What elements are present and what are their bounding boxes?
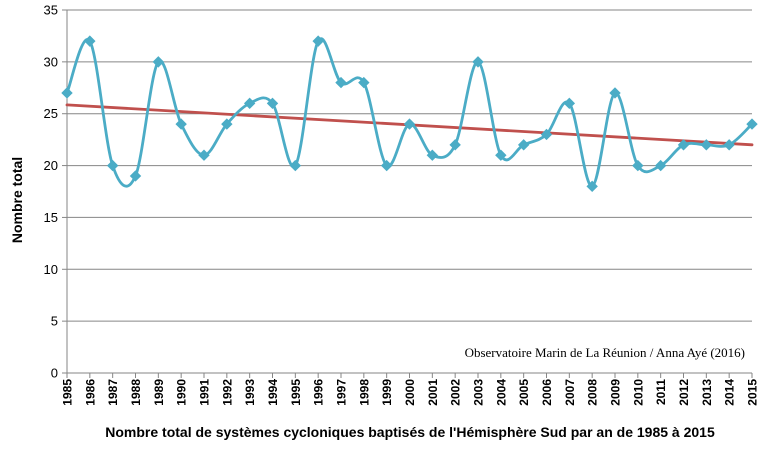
x-tick-label: 2009 xyxy=(609,379,623,406)
markers-group xyxy=(61,35,758,193)
data-point xyxy=(198,149,210,161)
x-tick-label: 2010 xyxy=(631,379,645,406)
data-point xyxy=(472,56,484,68)
data-point xyxy=(609,87,621,99)
x-tick-label: 2012 xyxy=(677,379,691,406)
x-tick-label: 2003 xyxy=(472,379,486,406)
x-tick-label: 2014 xyxy=(723,379,737,406)
data-point xyxy=(335,76,347,89)
y-tick-label: 20 xyxy=(44,158,58,173)
data-point xyxy=(221,118,233,130)
x-tick-label: 2007 xyxy=(563,379,577,406)
x-tick-label: 2008 xyxy=(586,379,600,406)
y-tick-label: 10 xyxy=(44,262,58,277)
x-axis-label: Nombre total de systèmes cycloniques bap… xyxy=(105,424,715,440)
x-tick-label: 2011 xyxy=(654,379,668,405)
x-tick-label: 1994 xyxy=(266,379,280,406)
x-tick-label: 1992 xyxy=(220,379,234,406)
y-axis-label: Nombre total xyxy=(9,157,25,243)
data-point xyxy=(289,159,302,172)
x-tick-label: 1991 xyxy=(198,379,212,406)
data-point xyxy=(517,139,530,151)
x-tick-label: 1990 xyxy=(175,379,189,406)
x-tick-label: 1995 xyxy=(289,379,303,406)
series-line xyxy=(65,37,753,188)
data-point xyxy=(312,35,324,47)
x-tick-label: 1996 xyxy=(312,379,326,406)
gridlines xyxy=(67,9,752,322)
x-tick-label: 1989 xyxy=(152,379,166,406)
data-point xyxy=(403,118,416,130)
x-tick-label: 2004 xyxy=(494,379,508,406)
data-point xyxy=(495,149,507,161)
x-tick-label: 1997 xyxy=(335,379,349,406)
data-point xyxy=(358,76,370,89)
data-point xyxy=(129,170,142,182)
data-point xyxy=(243,97,256,110)
axes xyxy=(62,9,753,378)
data-point xyxy=(723,139,735,151)
data-point xyxy=(266,97,279,110)
y-tick-label: 5 xyxy=(51,314,58,329)
x-tick-label: 2002 xyxy=(449,379,463,406)
x-tick-label: 1993 xyxy=(243,379,257,406)
x-tick-label: 1998 xyxy=(357,379,371,406)
data-point xyxy=(540,128,553,141)
source-annotation: Observatoire Marin de La Réunion / Anna … xyxy=(465,345,745,360)
data-point xyxy=(563,97,576,110)
y-tick-labels: 0 5 10 15 20 25 30 35 xyxy=(44,3,58,381)
data-point xyxy=(700,139,713,151)
data-point xyxy=(677,139,690,151)
x-tick-labels: 1985 1986 1987 1988 1989 1990 1991 1992 1993 1994… xyxy=(61,379,760,406)
data-point xyxy=(106,159,119,172)
x-tick-label: 2001 xyxy=(426,379,440,406)
y-tick-label: 15 xyxy=(44,210,58,225)
x-tick-label: 1988 xyxy=(129,379,143,406)
x-tick-label: 1986 xyxy=(83,379,97,406)
x-tick-label: 2000 xyxy=(403,379,417,406)
x-tick-label: 2005 xyxy=(517,379,531,406)
data-point xyxy=(654,159,667,172)
y-tick-label: 30 xyxy=(44,54,58,69)
x-tick-label: 2013 xyxy=(700,379,714,406)
data-point xyxy=(175,118,187,130)
data-point xyxy=(426,149,439,161)
data-point xyxy=(746,118,758,130)
data-point xyxy=(449,139,461,151)
x-tick-label: 1985 xyxy=(61,379,75,406)
data-point xyxy=(84,35,96,47)
y-tick-label: 25 xyxy=(44,106,58,121)
data-point xyxy=(586,180,598,193)
series-group xyxy=(65,37,753,188)
data-point xyxy=(380,159,393,172)
x-tick-label: 2006 xyxy=(540,379,554,406)
y-tick-label: 0 xyxy=(51,366,58,381)
x-tick-label: 2015 xyxy=(746,379,760,406)
y-tick-label: 35 xyxy=(44,3,58,18)
x-tick-label: 1987 xyxy=(106,379,120,406)
data-point xyxy=(61,87,73,99)
data-point xyxy=(152,56,165,68)
x-tick-label: 1999 xyxy=(380,379,394,406)
data-point xyxy=(632,159,644,172)
